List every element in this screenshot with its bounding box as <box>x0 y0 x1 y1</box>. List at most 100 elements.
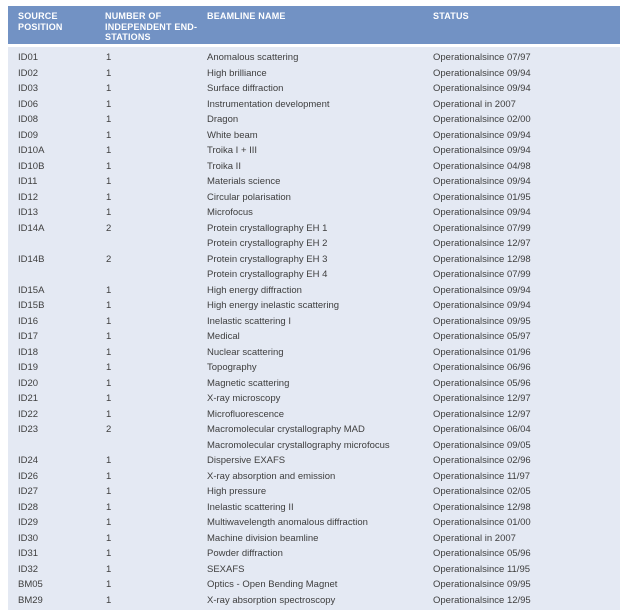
source-position-cell: ID22 <box>18 408 39 420</box>
table-header-row: SOURCE POSITION NUMBER OF INDEPENDENT EN… <box>8 6 620 44</box>
status-label: Operational in 2007 <box>433 532 516 544</box>
status-label: Operational <box>433 579 483 590</box>
end-stations-cell: 1 <box>106 346 112 358</box>
status-cell: Operationalsince 09/95 <box>433 577 620 593</box>
source-position-cell: ID23 <box>18 424 39 435</box>
source-position-cell: ID24 <box>18 455 39 466</box>
status-since: since 07/99 <box>482 269 531 280</box>
source-position-cell: ID14A <box>18 222 45 234</box>
status-since: since 12/98 <box>482 501 531 513</box>
end-stations-cell: 1 <box>106 315 112 327</box>
status-since: since 12/97 <box>482 408 531 420</box>
status-label: Operational <box>433 222 483 234</box>
table-body: ID01 1 Anomalous scattering Operationals… <box>8 47 620 610</box>
beamline-name-cell: Inelastic scattering II <box>207 501 294 513</box>
beamline-name-cell: Microfocus <box>207 207 253 218</box>
status-since: since 01/00 <box>482 517 531 528</box>
source-position-cell: ID13 <box>18 207 39 218</box>
table-row: ID17 1 Medical Operationalsince 05/97 <box>8 329 620 345</box>
status-since: since 07/99 <box>482 222 531 234</box>
status-label: Operational <box>433 408 483 420</box>
end-stations-cell: 1 <box>106 284 112 296</box>
source-position-cell: ID20 <box>18 377 39 389</box>
beamline-name-cell: Optics - Open Bending Magnet <box>207 579 338 590</box>
end-stations-cell: 1 <box>106 160 112 172</box>
end-stations-cell: 2 <box>106 222 112 234</box>
source-position-cell: ID18 <box>18 346 39 358</box>
source-position-cell: ID29 <box>18 517 39 528</box>
beamline-name-cell: Dispersive EXAFS <box>207 455 286 466</box>
beamline-name-cell: Multiwavelength anomalous diffraction <box>207 517 368 528</box>
status-cell: Operationalsince 12/98 <box>433 252 620 268</box>
status-since: since 07/97 <box>482 52 531 63</box>
beamline-name-cell: Materials science <box>207 176 281 187</box>
table-row: ID32 1 SEXAFS Operationalsince 11/95 <box>8 562 620 578</box>
table-row: Protein crystallography EH 4 Operational… <box>8 267 620 283</box>
status-since: since 09/94 <box>482 129 531 141</box>
status-label: Operational <box>433 269 483 280</box>
source-position-cell <box>18 438 105 454</box>
status-since: since 01/96 <box>482 346 531 358</box>
source-position-cell: ID15B <box>18 300 45 311</box>
beamline-name-cell: Protein crystallography EH 1 <box>207 222 328 234</box>
status-since: since 09/94 <box>482 207 531 218</box>
table-row: ID02 1 High brilliance Operationalsince … <box>8 66 620 82</box>
end-stations-cell <box>105 236 207 252</box>
table-row: ID30 1 Machine division beamline Operati… <box>8 531 620 547</box>
end-stations-cell: 1 <box>106 67 112 79</box>
status-since: since 05/97 <box>482 331 531 342</box>
status-cell: Operationalsince 01/95 <box>433 190 620 206</box>
status-cell: Operationalsince 05/96 <box>433 546 620 562</box>
end-stations-cell: 1 <box>106 300 112 311</box>
status-cell: Operationalsince 02/05 <box>433 484 620 500</box>
status-cell: Operationalsince 07/97 <box>433 50 620 66</box>
status-cell: Operationalsince 05/96 <box>433 376 620 392</box>
table-row: ID20 1 Magnetic scattering Operationalsi… <box>8 376 620 392</box>
source-position-cell: ID10B <box>18 160 45 172</box>
status-label: Operational <box>433 114 483 125</box>
beamline-table: SOURCE POSITION NUMBER OF INDEPENDENT EN… <box>8 6 620 610</box>
source-position-cell: ID08 <box>18 114 39 125</box>
source-position-cell: ID15A <box>18 284 45 296</box>
status-cell: Operational in 2007 <box>433 97 620 113</box>
end-stations-cell: 1 <box>106 331 112 342</box>
status-since: since 12/97 <box>482 238 531 249</box>
table-row: ID14A 2 Protein crystallography EH 1 Ope… <box>8 221 620 237</box>
status-cell: Operationalsince 09/94 <box>433 174 620 190</box>
table-row: BM29 1 X-ray absorption spectroscopy Ope… <box>8 593 620 609</box>
source-position-cell: ID03 <box>18 83 39 94</box>
beamline-name-cell: Macromolecular crystallography microfocu… <box>207 439 390 451</box>
end-stations-cell: 1 <box>106 579 112 590</box>
end-stations-cell: 1 <box>106 455 112 466</box>
table-row: Macromolecular crystallography microfocu… <box>8 438 620 454</box>
status-label: Operational <box>433 315 483 327</box>
status-since: since 01/95 <box>482 191 531 203</box>
beamline-name-cell: Instrumentation development <box>207 98 330 110</box>
status-since: since 05/96 <box>482 377 531 389</box>
status-cell: Operationalsince 02/96 <box>433 453 620 469</box>
beamline-name-cell: High energy diffraction <box>207 284 302 296</box>
beamline-name-cell: Circular polarisation <box>207 191 291 203</box>
end-stations-cell: 1 <box>106 129 112 141</box>
status-cell: Operationalsince 06/04 <box>433 422 620 438</box>
end-stations-cell: 1 <box>106 594 112 606</box>
status-label: Operational <box>433 83 483 94</box>
status-label: Operational <box>433 439 483 451</box>
status-label: Operational in 2007 <box>433 98 516 110</box>
table-row: ID03 1 Surface diffraction Operationalsi… <box>8 81 620 97</box>
table-row: ID26 1 X-ray absorption and emission Ope… <box>8 469 620 485</box>
source-position-cell: ID09 <box>18 129 39 141</box>
beamline-name-cell: High brilliance <box>207 67 267 79</box>
table-row: ID09 1 White beam Operationalsince 09/94 <box>8 128 620 144</box>
beamline-name-cell: High pressure <box>207 486 267 497</box>
table-row: BM05 1 Optics - Open Bending Magnet Oper… <box>8 577 620 593</box>
end-stations-cell: 2 <box>106 424 112 435</box>
beamline-name-cell: Dragon <box>207 114 239 125</box>
status-label: Operational <box>433 191 483 203</box>
table-row: ID12 1 Circular polarisation Operational… <box>8 190 620 206</box>
status-cell: Operationalsince 01/96 <box>433 345 620 361</box>
end-stations-cell: 1 <box>106 486 112 497</box>
beamline-name-cell: Protein crystallography EH 2 <box>207 238 328 249</box>
source-position-cell: ID19 <box>18 362 39 373</box>
end-stations-cell: 1 <box>106 470 112 482</box>
